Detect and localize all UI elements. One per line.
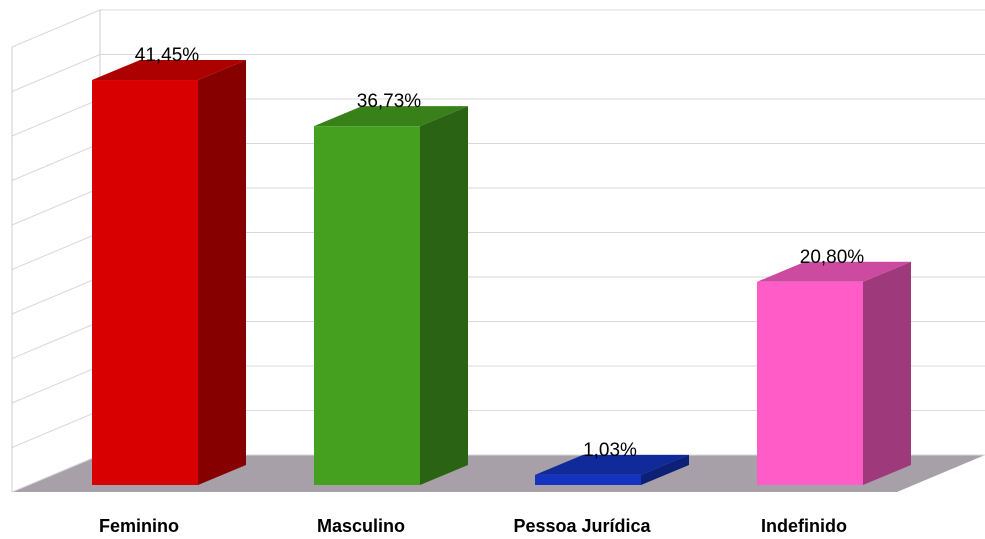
x-tick-label: Feminino [99, 516, 179, 536]
bar-side [420, 106, 468, 486]
value-label: 36,73% [357, 91, 422, 112]
bar [92, 80, 198, 485]
bar-side [641, 454, 689, 485]
bar-side [863, 261, 911, 485]
bar-side [198, 60, 246, 485]
grid-line-side [11, 276, 101, 315]
grid-line-side [11, 54, 101, 92]
grid-line-side [11, 143, 101, 181]
bar [757, 281, 863, 485]
grid-line-side [11, 365, 101, 404]
grid-line-side [11, 410, 101, 448]
grid-line-side [11, 187, 101, 226]
bar-top [314, 106, 468, 127]
grid-line-side [11, 454, 101, 493]
bar-top [535, 454, 689, 475]
grid-line-side [11, 232, 101, 270]
grid-line-side [11, 9, 101, 48]
value-label: 20,80% [800, 247, 865, 268]
bar [535, 474, 641, 485]
x-tick-label: Masculino [317, 516, 405, 536]
floor [12, 455, 985, 492]
x-tick-label: Indefinido [761, 516, 847, 536]
x-tick-label: Pessoa Jurídica [513, 516, 651, 536]
bar [314, 126, 420, 486]
bar-top [757, 261, 911, 282]
grid-line-side [11, 321, 101, 359]
grid-line-side [11, 98, 101, 137]
bar-top [92, 60, 246, 81]
value-label: 41,45% [135, 45, 200, 66]
value-label: 1,03% [583, 440, 637, 461]
